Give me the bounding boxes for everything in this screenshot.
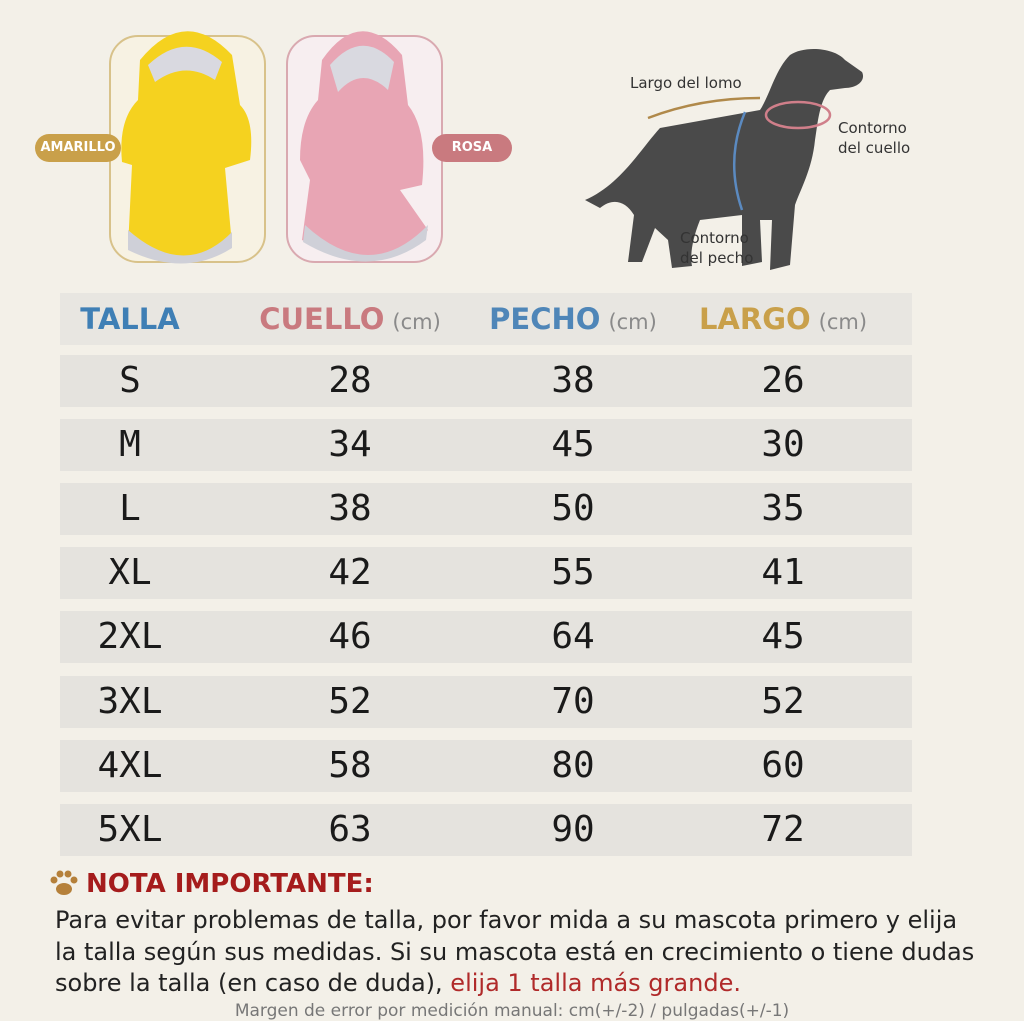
measure-cell: 60 [761, 744, 805, 786]
size-cell: 5XL [97, 808, 163, 850]
back-arrow [647, 96, 761, 120]
measure-cell: 46 [328, 616, 372, 658]
measure-cell: 55 [551, 552, 595, 594]
size-cell: L [119, 488, 141, 530]
diagram-label: Largo del lomo [630, 74, 742, 92]
size-cell: 4XL [97, 744, 163, 786]
note-body: Para evitar problemas de talla, por favo… [55, 905, 985, 1000]
measure-cell: 26 [761, 360, 805, 401]
size-cell: XL [108, 552, 152, 594]
measure-cell: 30 [761, 424, 805, 466]
table-row: XL 42 55 41 [60, 547, 912, 600]
note-text: Para evitar problemas de talla, por favo… [55, 906, 975, 997]
chest-arrow [732, 111, 747, 211]
diagram-label: Contorno del cuello [838, 119, 911, 157]
size-cell: M [119, 424, 141, 466]
measure-cell: 50 [551, 488, 595, 530]
illustrations [109, 31, 864, 270]
footer: Margen de error por medición manual: cm(… [234, 1001, 790, 1021]
yellow-hood-lining [148, 46, 222, 82]
table-row: S 28 38 26 [60, 355, 912, 407]
header-cell: TALLA [80, 293, 179, 345]
measure-cell: 63 [328, 808, 372, 850]
table-row: 3XL 52 70 52 [60, 675, 912, 728]
header-unit: (cm) [818, 310, 868, 334]
header-name: PECHO [489, 302, 601, 336]
header-cell: PECHO (cm) [489, 293, 657, 345]
measure-cell: 52 [328, 680, 372, 722]
header-cell: LARGO (cm) [699, 293, 867, 345]
measure-cell: 45 [551, 424, 595, 466]
product-label: ROSA [432, 134, 512, 162]
header-row: TALLA CUELLO (cm) PECHO (cm) LARGO (cm) [60, 293, 912, 345]
pink-hood-lining [330, 45, 394, 92]
header-name: TALLA [80, 302, 180, 336]
header-cell: CUELLO (cm) [259, 293, 441, 345]
measure-cell: 64 [551, 616, 595, 658]
measure-cell: 52 [761, 680, 805, 722]
measure-cell: 35 [761, 488, 805, 530]
header-unit: (cm) [392, 310, 441, 334]
measure-cell: 28 [328, 360, 372, 401]
table-row: 4XL 58 80 60 [60, 739, 912, 792]
product-label: AMARILLO [35, 134, 121, 162]
note-highlight: elija 1 talla más grande. [450, 969, 741, 997]
measure-cell: 45 [761, 616, 805, 658]
yellow-coat [121, 31, 252, 261]
measure-cell: 80 [551, 744, 595, 786]
measure-cell: 90 [551, 808, 595, 850]
size-cell: S [119, 360, 141, 401]
note-title: NOTA IMPORTANTE: [86, 869, 374, 899]
diagram-label: Contorno del pecho [680, 229, 754, 267]
yellow-lining [128, 230, 232, 264]
size-cell: 3XL [97, 680, 163, 722]
pink-coat [300, 31, 428, 258]
measure-cell: 58 [328, 744, 372, 786]
measure-cell: 70 [551, 680, 595, 722]
table-row: M 34 45 30 [60, 419, 912, 472]
size-cell: 2XL [97, 616, 163, 658]
measure-cell: 72 [761, 808, 805, 850]
measure-cell: 38 [328, 488, 372, 530]
paw-icon [50, 870, 78, 895]
measure-cell: 41 [761, 552, 805, 594]
header-unit: (cm) [608, 310, 657, 334]
header-name: CUELLO [259, 302, 385, 336]
table-row: 2XL 46 64 45 [60, 611, 912, 664]
measure-cell: 42 [328, 552, 372, 594]
measure-cell: 34 [328, 424, 372, 466]
header-name: LARGO [698, 302, 811, 336]
dog-silhouette [585, 48, 864, 270]
pink-lining [303, 225, 428, 262]
table-row: L 38 50 35 [60, 483, 912, 536]
table-row: 5XL 63 90 72 [60, 803, 912, 856]
neck-ring [764, 100, 832, 130]
measure-cell: 38 [551, 360, 595, 401]
